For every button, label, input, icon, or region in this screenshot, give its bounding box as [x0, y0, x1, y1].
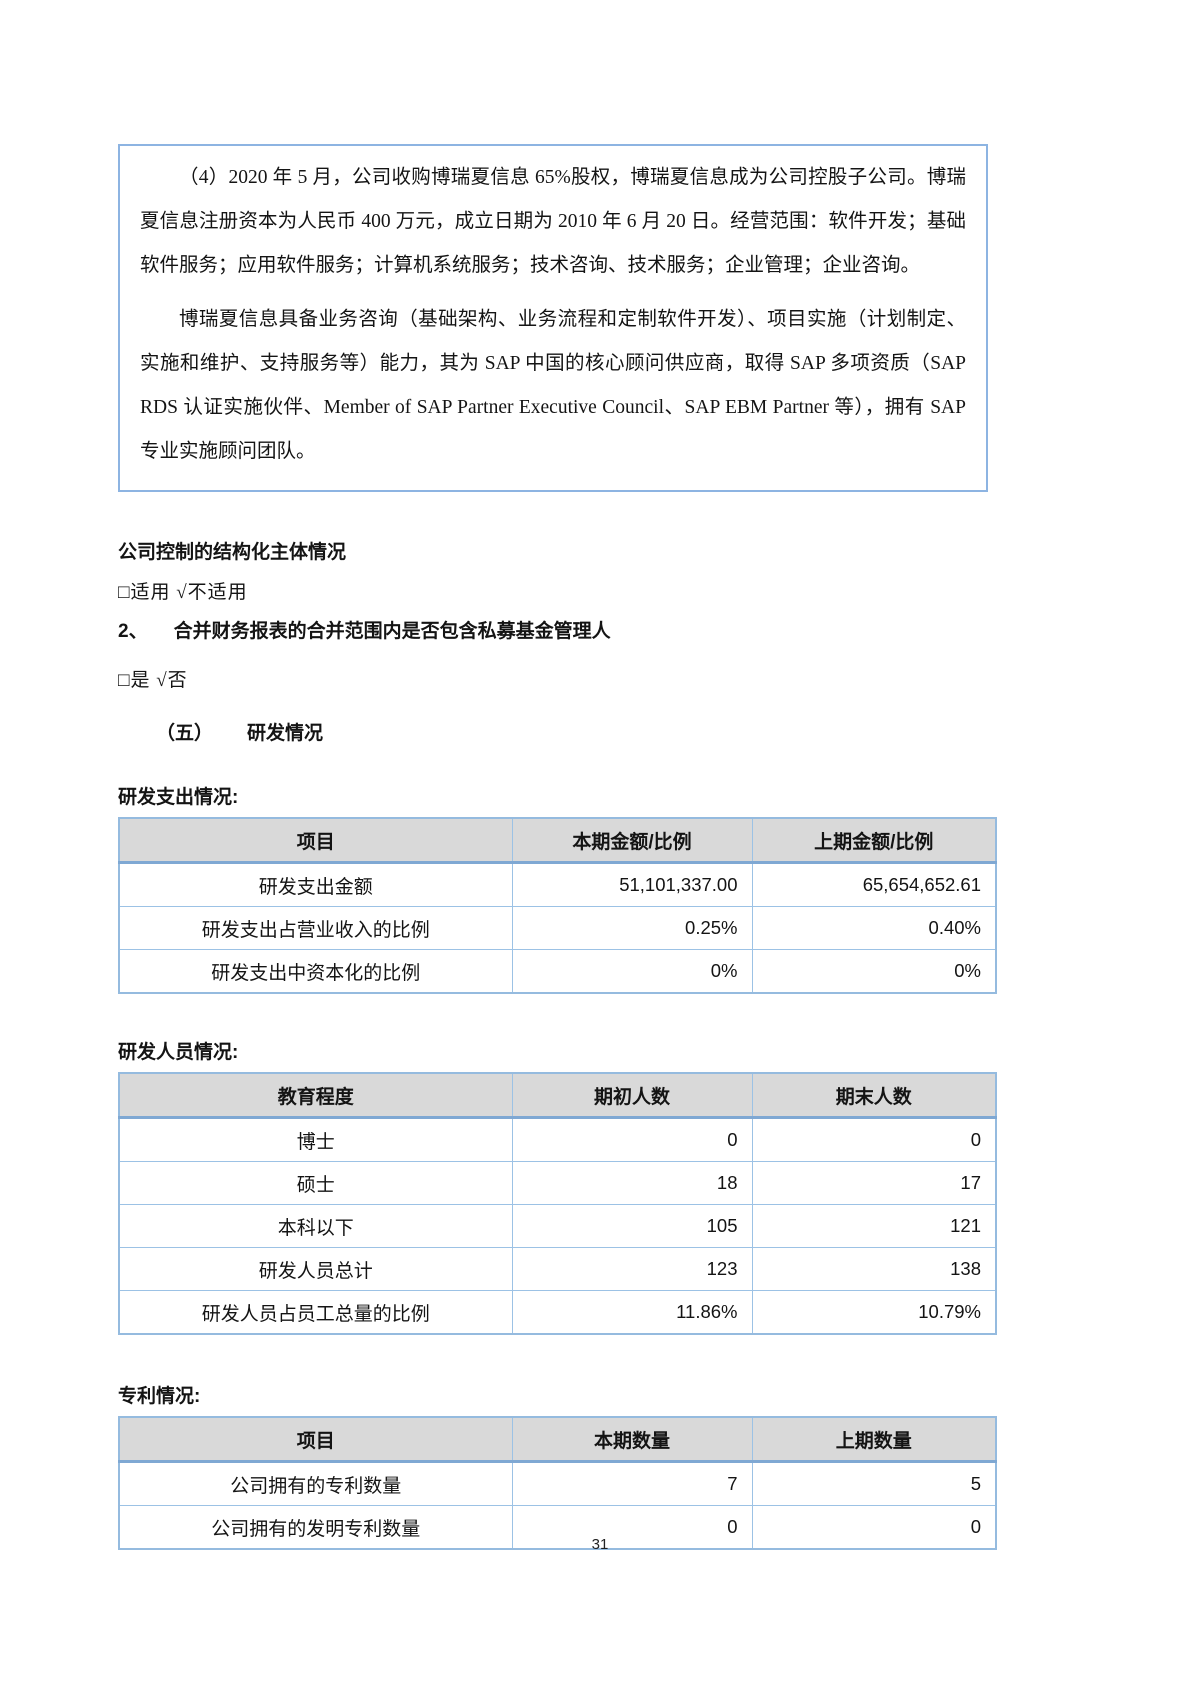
column-header: 教育程度: [118, 1072, 513, 1119]
patents-table: 项目 本期数量 上期数量 公司拥有的专利数量 7 5 公司拥有的发明专利数量 0 0: [118, 1416, 997, 1550]
value-cell: 11.86%: [511, 1290, 753, 1335]
column-header: 上期金额/比例: [751, 817, 997, 864]
section-title-q2: 2、 合并财务报表的合并范围内是否包含私募基金管理人: [118, 619, 995, 645]
page-number: 31: [591, 1536, 609, 1553]
value-cell: 10.79%: [751, 1290, 997, 1335]
table-row: 硕士 18 17: [118, 1161, 997, 1205]
section-title-rd: （五） 研发情况: [118, 721, 995, 747]
table-row: 公司拥有的专利数量 7 5: [118, 1461, 997, 1506]
value-cell: 51,101,337.00: [511, 862, 753, 907]
column-header: 本期数量: [511, 1416, 753, 1463]
value-cell: 17: [751, 1161, 997, 1205]
row-label-cell: 研发支出金额: [118, 862, 513, 907]
value-cell: 138: [751, 1247, 997, 1291]
header-row: 项目 本期数量 上期数量: [118, 1416, 997, 1463]
column-header: 项目: [118, 1416, 513, 1463]
column-header: 项目: [118, 817, 513, 864]
row-label-cell: 研发支出占营业收入的比例: [118, 906, 513, 950]
row-label-cell: 博士: [118, 1117, 513, 1162]
value-cell: 0.40%: [751, 906, 997, 950]
table-label-patents: 专利情况:: [118, 1386, 201, 1407]
value-cell: 0%: [511, 949, 753, 994]
row-label-cell: 公司拥有的发明专利数量: [118, 1505, 513, 1550]
value-cell: 0: [751, 1117, 997, 1162]
row-label-cell: 本科以下: [118, 1204, 513, 1248]
value-cell: 105: [511, 1204, 753, 1248]
checkbox-line-applicable: □适用 √不适用: [118, 582, 248, 603]
rd-staff-table: 教育程度 期初人数 期末人数 博士 0 0 硕士 18 17 本科以下 105 121 研发人员总计 12…: [118, 1072, 997, 1335]
paragraph-acquisition: （4）2020 年 5 月，公司收购博瑞夏信息 65%股权，博瑞夏信息成为公司控…: [140, 167, 966, 276]
table-label-rd-expense: 研发支出情况:: [118, 787, 239, 808]
value-cell: 0: [511, 1117, 753, 1162]
row-label-cell: 硕士: [118, 1161, 513, 1205]
header-row: 项目 本期金额/比例 上期金额/比例: [118, 817, 997, 864]
value-cell: 18: [511, 1161, 753, 1205]
row-label-cell: 公司拥有的专利数量: [118, 1461, 513, 1506]
value-cell: 121: [751, 1204, 997, 1248]
row-label-cell: 研发人员总计: [118, 1247, 513, 1291]
table-row: 研发支出占营业收入的比例 0.25% 0.40%: [118, 906, 997, 950]
row-label-cell: 研发支出中资本化的比例: [118, 949, 513, 994]
paragraph-capability: 博瑞夏信息具备业务咨询（基础架构、业务流程和定制软件开发）、项目实施（计划制定、…: [140, 309, 966, 462]
column-header: 期末人数: [751, 1072, 997, 1119]
section-title-text: 合并财务报表的合并范围内是否包含私募基金管理人: [173, 621, 611, 642]
acquisition-note-box: （4）2020 年 5 月，公司收购博瑞夏信息 65%股权，博瑞夏信息成为公司控…: [118, 144, 988, 492]
value-cell: 0: [751, 1505, 997, 1550]
value-cell: 0%: [751, 949, 997, 994]
value-cell: 0: [511, 1505, 753, 1550]
value-cell: 123: [511, 1247, 753, 1291]
section-number: （五）: [156, 723, 214, 744]
section-title-structured-entity: 公司控制的结构化主体情况: [118, 542, 347, 563]
value-cell: 5: [751, 1461, 997, 1506]
column-header: 上期数量: [751, 1416, 997, 1463]
section-number: 2、: [118, 621, 148, 642]
value-cell: 0.25%: [511, 906, 753, 950]
table-row: 研发人员总计 123 138: [118, 1247, 997, 1291]
header-row: 教育程度 期初人数 期末人数: [118, 1072, 997, 1119]
table-row: 本科以下 105 121: [118, 1204, 997, 1248]
value-cell: 7: [511, 1461, 753, 1506]
column-header: 本期金额/比例: [511, 817, 753, 864]
table-row: 研发支出金额 51,101,337.00 65,654,652.61: [118, 862, 997, 907]
value-cell: 65,654,652.61: [751, 862, 997, 907]
rd-expense-table: 项目 本期金额/比例 上期金额/比例 研发支出金额 51,101,337.00 65,65…: [118, 817, 997, 994]
table-row: 公司拥有的发明专利数量 0 0: [118, 1505, 997, 1550]
table-label-rd-staff: 研发人员情况:: [118, 1042, 239, 1063]
column-header: 期初人数: [511, 1072, 753, 1119]
checkbox-line-yes-no: □是 √否: [118, 670, 188, 691]
row-label-cell: 研发人员占员工总量的比例: [118, 1290, 513, 1335]
table-row: 博士 0 0: [118, 1117, 997, 1162]
section-title-text: 研发情况: [247, 723, 324, 744]
content-column: （4）2020 年 5 月，公司收购博瑞夏信息 65%股权，博瑞夏信息成为公司控…: [118, 144, 997, 1550]
table-row: 研发支出中资本化的比例 0% 0%: [118, 949, 997, 994]
table-row: 研发人员占员工总量的比例 11.86% 10.79%: [118, 1290, 997, 1335]
